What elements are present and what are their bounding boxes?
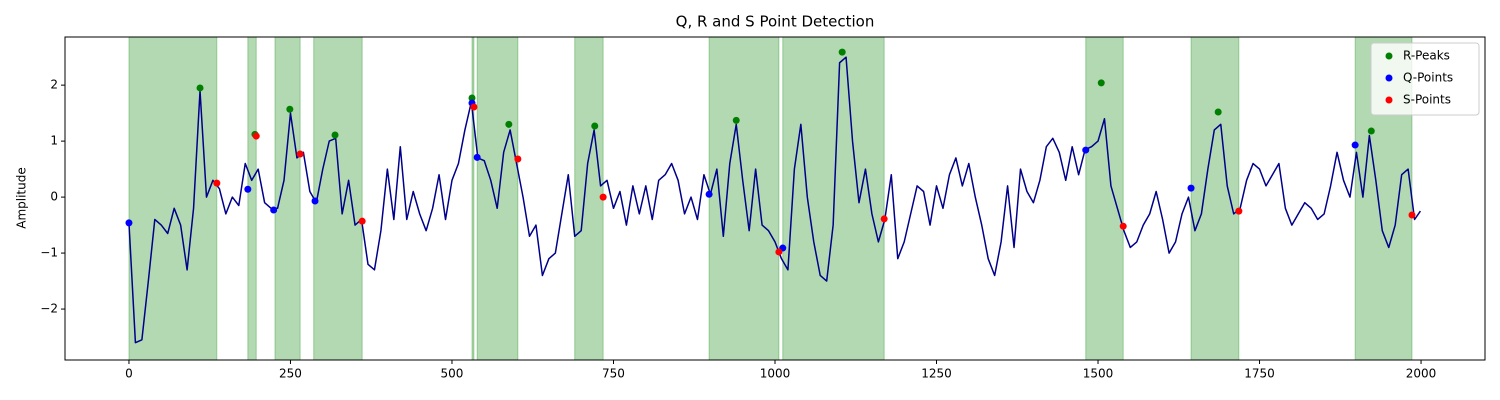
point-marker	[732, 116, 740, 124]
y-tick-label: 2	[50, 78, 58, 92]
shaded-span	[708, 36, 780, 361]
point-marker	[468, 94, 476, 102]
y-tick-label: −1	[40, 246, 58, 260]
y-tick-label: 1	[50, 134, 58, 148]
point-marker	[1082, 146, 1090, 154]
legend-box	[1370, 42, 1480, 116]
shaded-span	[476, 36, 519, 361]
point-marker	[1214, 108, 1222, 116]
legend-label: S-Points	[1403, 93, 1451, 107]
x-tick-label: 0	[125, 367, 133, 381]
point-marker	[1097, 79, 1105, 87]
legend-marker	[1385, 74, 1393, 82]
point-marker	[213, 179, 221, 187]
shaded-span	[574, 36, 604, 361]
shaded-span	[128, 36, 218, 361]
point-marker	[125, 219, 133, 227]
point-marker	[1119, 222, 1127, 230]
y-tick-label: −2	[40, 302, 58, 316]
x-tick-label: 1250	[921, 367, 952, 381]
point-marker	[1367, 127, 1375, 135]
x-tick-label: 1500	[1083, 367, 1114, 381]
chart-title: Q, R and S Point Detection	[676, 13, 875, 31]
point-marker	[599, 193, 607, 201]
shaded-span	[1190, 36, 1240, 361]
x-tick-label: 500	[441, 367, 464, 381]
shaded-span	[471, 36, 475, 361]
x-tick-label: 1000	[760, 367, 791, 381]
point-marker	[311, 197, 319, 205]
point-marker	[331, 131, 339, 139]
shaded-span	[274, 36, 301, 361]
point-marker	[296, 150, 304, 158]
x-tick-label: 2000	[1406, 367, 1437, 381]
legend-marker	[1385, 52, 1393, 60]
point-marker	[1187, 184, 1195, 192]
point-marker	[775, 248, 783, 256]
shaded-span	[1085, 36, 1124, 361]
point-marker	[244, 185, 252, 193]
shaded-span	[313, 36, 363, 361]
y-tick-label: 0	[50, 190, 58, 204]
x-tick-label: 250	[279, 367, 302, 381]
point-marker	[1235, 207, 1243, 215]
point-marker	[358, 217, 366, 225]
point-marker	[196, 84, 204, 92]
point-marker	[705, 190, 713, 198]
point-marker	[473, 153, 481, 161]
point-marker	[286, 105, 294, 113]
point-marker	[470, 103, 478, 111]
point-marker	[591, 122, 599, 130]
point-marker	[514, 155, 522, 163]
point-marker	[270, 206, 278, 214]
legend-label: Q-Points	[1403, 71, 1453, 85]
legend-marker	[1385, 96, 1393, 104]
point-marker	[505, 120, 513, 128]
legend-label: R-Peaks	[1403, 49, 1450, 63]
point-marker	[252, 132, 260, 140]
point-marker	[1408, 211, 1416, 219]
x-tick-label: 1750	[1244, 367, 1275, 381]
y-axis-label: Amplitude	[15, 167, 29, 229]
shaded-span	[247, 36, 257, 361]
signal-line	[128, 56, 1422, 344]
point-marker	[838, 48, 846, 56]
plot-frame	[64, 36, 1486, 361]
point-marker	[1351, 141, 1359, 149]
x-tick-label: 750	[602, 367, 625, 381]
point-marker	[880, 215, 888, 223]
